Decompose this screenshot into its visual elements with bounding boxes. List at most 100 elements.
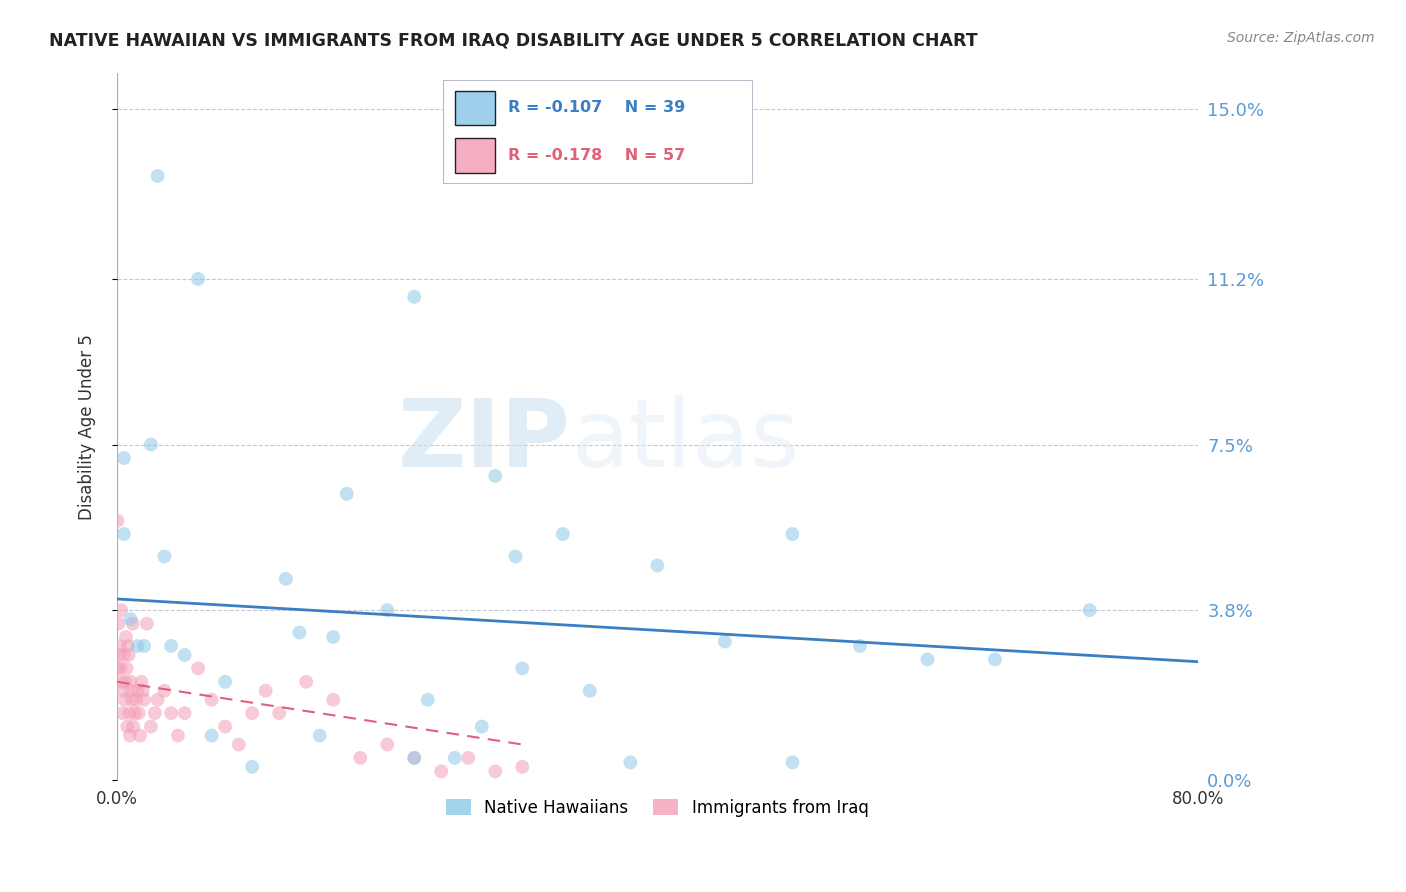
Point (128, 706, 150, 720)
Point (416, 692, 439, 706)
Point (112, 683, 135, 698)
Point (121, 692, 143, 706)
Point (457, 751, 479, 765)
Point (443, 751, 465, 765)
Text: R = -0.178    N = 57: R = -0.178 N = 57 (508, 148, 685, 162)
Point (110, 661, 132, 675)
Point (849, 639, 872, 653)
Point (404, 290, 426, 304)
Point (115, 630, 138, 644)
Point (404, 751, 426, 765)
Point (349, 751, 371, 765)
Point (647, 558, 669, 573)
Point (129, 729, 152, 743)
Point (112, 648, 135, 662)
Point (127, 683, 149, 698)
Point (254, 683, 277, 698)
Point (108, 639, 131, 653)
Point (160, 639, 183, 653)
Point (510, 661, 533, 675)
Point (288, 625, 311, 640)
Point (322, 630, 344, 644)
Point (118, 706, 141, 720)
Point (173, 648, 195, 662)
Point (120, 683, 142, 698)
Point (114, 674, 136, 689)
Point (134, 639, 156, 653)
Point (122, 720, 145, 734)
Point (143, 706, 166, 720)
Point (484, 469, 506, 483)
Point (240, 760, 263, 774)
Point (139, 720, 162, 734)
Point (551, 527, 574, 541)
Point (187, 661, 209, 675)
Point (579, 683, 602, 698)
Point (135, 616, 157, 631)
Point (1078, 603, 1101, 617)
Point (375, 603, 398, 617)
Point (274, 572, 297, 586)
Legend: Native Hawaiians, Immigrants from Iraq: Native Hawaiians, Immigrants from Iraq (437, 790, 877, 825)
Point (269, 706, 291, 720)
Point (120, 612, 142, 626)
Point (167, 729, 190, 743)
Point (153, 549, 176, 564)
Point (120, 674, 142, 689)
Point (984, 652, 1007, 666)
Point (124, 706, 146, 720)
Point (228, 738, 250, 752)
FancyBboxPatch shape (456, 91, 495, 126)
FancyBboxPatch shape (456, 137, 495, 173)
Point (139, 437, 162, 451)
Point (105, 514, 128, 528)
Point (214, 674, 236, 689)
Point (484, 764, 506, 779)
Point (295, 674, 318, 689)
Point (117, 639, 139, 653)
Text: atlas: atlas (571, 395, 799, 487)
Point (118, 729, 141, 743)
Point (115, 661, 138, 675)
Y-axis label: Disability Age Under 5: Disability Age Under 5 (79, 334, 96, 519)
Point (115, 720, 138, 734)
Point (336, 487, 359, 501)
Point (153, 683, 176, 698)
Point (112, 450, 135, 465)
Point (146, 692, 169, 706)
Point (173, 706, 195, 720)
Point (146, 169, 169, 183)
Point (471, 720, 494, 734)
Text: Source: ZipAtlas.com: Source: ZipAtlas.com (1227, 31, 1375, 45)
Point (240, 706, 263, 720)
Point (404, 751, 426, 765)
Point (110, 603, 132, 617)
Point (322, 692, 344, 706)
Point (917, 652, 939, 666)
Point (714, 634, 737, 648)
Point (782, 527, 804, 541)
Point (111, 674, 134, 689)
Point (111, 706, 134, 720)
Point (112, 527, 135, 541)
Point (201, 692, 224, 706)
Point (132, 683, 155, 698)
Text: ZIP: ZIP (398, 395, 571, 487)
Point (121, 616, 143, 631)
Point (619, 756, 641, 770)
Point (505, 549, 527, 564)
Point (125, 692, 148, 706)
Point (201, 729, 224, 743)
Point (117, 648, 139, 662)
Point (375, 738, 398, 752)
Text: R = -0.107    N = 39: R = -0.107 N = 39 (508, 101, 685, 115)
Text: NATIVE HAWAIIAN VS IMMIGRANTS FROM IRAQ DISABILITY AGE UNDER 5 CORRELATION CHART: NATIVE HAWAIIAN VS IMMIGRANTS FROM IRAQ … (49, 31, 977, 49)
Point (782, 756, 804, 770)
Point (510, 760, 533, 774)
Point (430, 764, 453, 779)
Point (214, 720, 236, 734)
Point (187, 272, 209, 286)
Point (131, 674, 153, 689)
Point (108, 648, 131, 662)
Point (127, 639, 149, 653)
